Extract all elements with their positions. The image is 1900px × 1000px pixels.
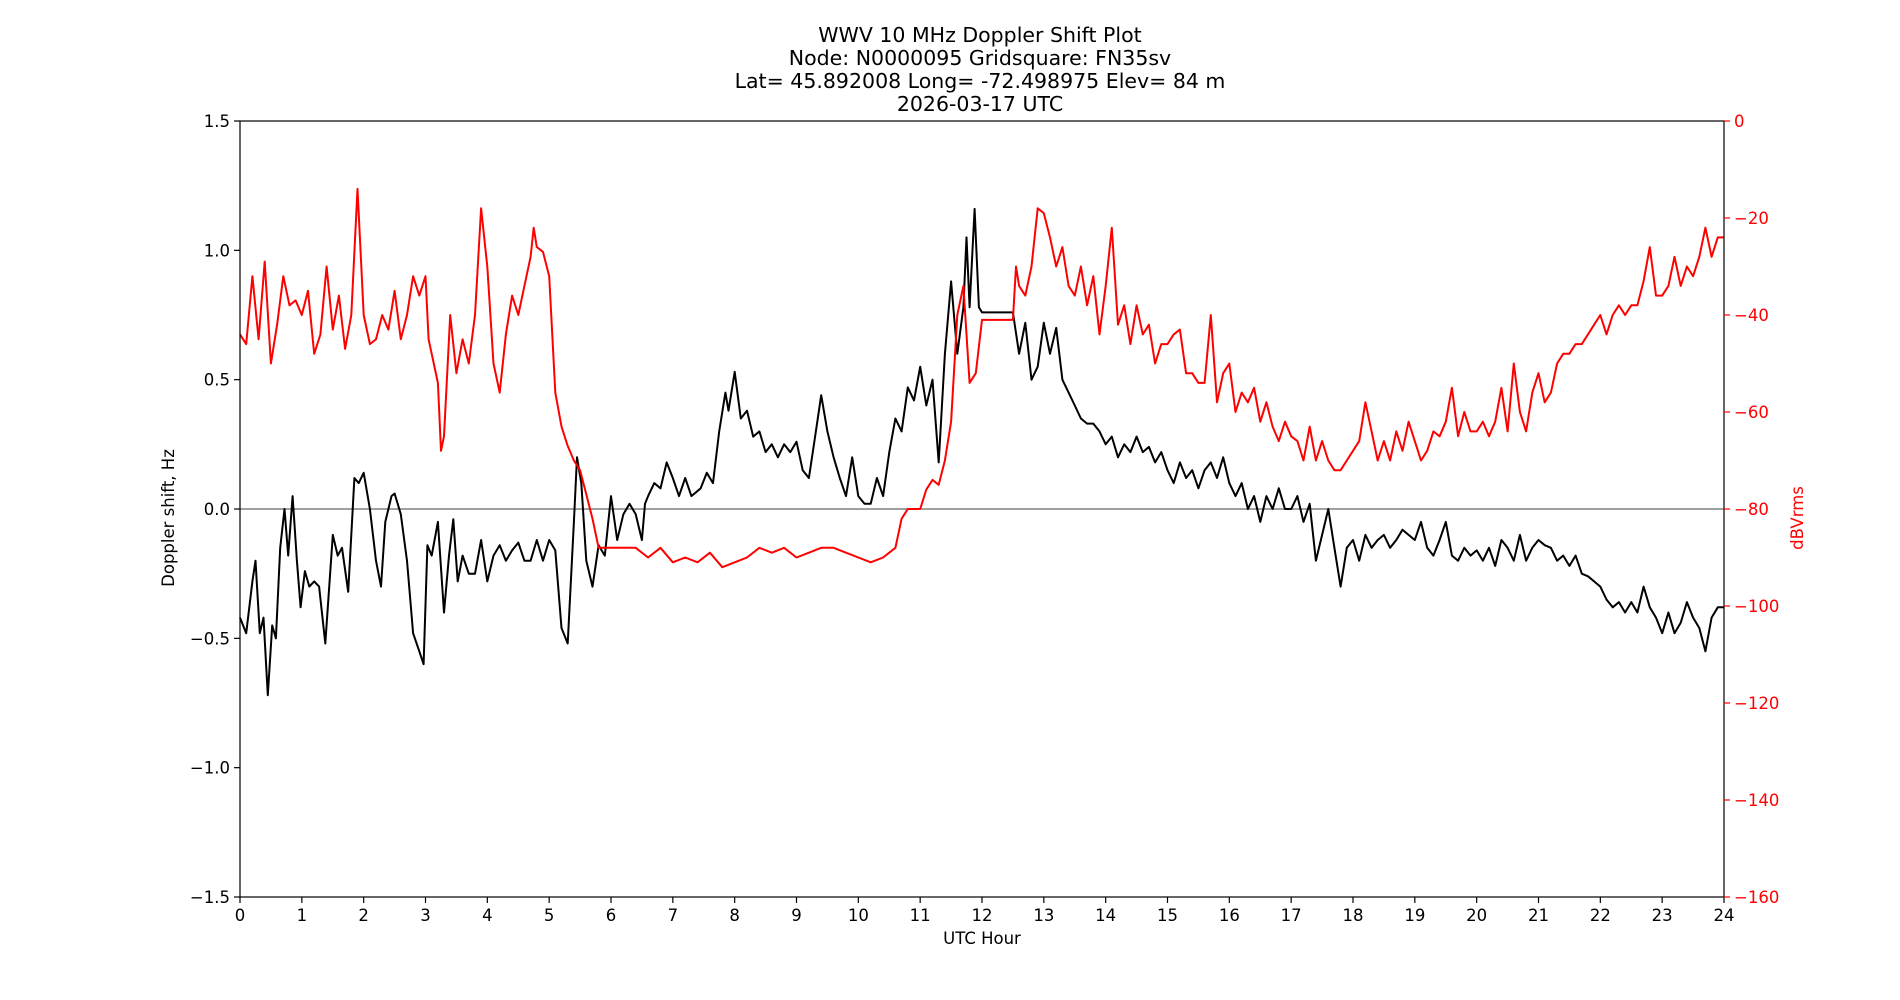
x-tick-label: 20 xyxy=(1466,906,1487,925)
x-tick-label: 18 xyxy=(1343,906,1364,925)
chart-title-line-3: Lat= 45.892008 Long= -72.498975 Elev= 84… xyxy=(735,69,1226,93)
x-tick-label: 13 xyxy=(1033,906,1054,925)
x-tick-label: 1 xyxy=(297,906,308,925)
y-right-tick-label: −120 xyxy=(1734,694,1779,713)
series-group xyxy=(239,187,1724,697)
x-tick-label: 12 xyxy=(972,906,993,925)
y-right-tick-label: −20 xyxy=(1734,209,1769,228)
x-tick-label: 7 xyxy=(668,906,679,925)
y-left-tick-label: 0.5 xyxy=(204,371,230,390)
x-tick-label: 4 xyxy=(482,906,493,925)
x-tick-label: 22 xyxy=(1590,906,1611,925)
x-tick-label: 9 xyxy=(791,906,802,925)
x-tick-label: 5 xyxy=(544,906,555,925)
x-tick-label: 6 xyxy=(606,906,617,925)
y-right-tick-label: −40 xyxy=(1734,306,1769,325)
x-tick-label: 10 xyxy=(848,906,869,925)
x-tick-label: 24 xyxy=(1714,906,1735,925)
y-right-tick-label: −160 xyxy=(1734,888,1779,907)
y-left-tick-label: −1.5 xyxy=(190,888,230,907)
chart-title: WWV 10 MHz Doppler Shift Plot Node: N000… xyxy=(735,23,1226,116)
x-tick-label: 21 xyxy=(1528,906,1549,925)
y-axis-right: 0 −20 −40 −60 −80 −100 −120 −140 −160 xyxy=(1724,112,1779,907)
x-tick-label: 19 xyxy=(1404,906,1425,925)
y-left-tick-label: 0.0 xyxy=(204,500,230,519)
x-tick-label: 8 xyxy=(729,906,740,925)
y-left-tick-label: −0.5 xyxy=(190,629,230,648)
y-axis-left: 1.5 1.0 0.5 0.0 −0.5 −1.0 −1.5 xyxy=(190,112,240,907)
doppler-series-line xyxy=(239,207,1724,697)
x-axis-label: UTC Hour xyxy=(943,929,1021,948)
x-tick-label: 0 xyxy=(235,906,246,925)
x-axis: 0 1 2 3 4 5 6 7 8 9 10 11 12 13 14 15 16 17 18 19 20 21 22 23 24 xyxy=(235,897,1735,925)
x-tick-label: 11 xyxy=(910,906,931,925)
x-tick-label: 23 xyxy=(1652,906,1673,925)
power-series-line xyxy=(239,187,1724,569)
y-right-tick-label: −100 xyxy=(1734,597,1779,616)
chart-title-line-1: WWV 10 MHz Doppler Shift Plot xyxy=(818,23,1141,47)
y-right-tick-label: −80 xyxy=(1734,500,1769,519)
y-axis-right-label: dBVrms xyxy=(1788,486,1807,550)
x-tick-label: 17 xyxy=(1281,906,1302,925)
y-right-tick-label: 0 xyxy=(1734,112,1745,131)
x-tick-label: 15 xyxy=(1157,906,1178,925)
chart-title-line-4: 2026-03-17 UTC xyxy=(897,92,1063,116)
x-tick-label: 16 xyxy=(1219,906,1240,925)
y-right-tick-label: −140 xyxy=(1734,791,1779,810)
y-axis-left-label: Doppler shift, Hz xyxy=(159,449,178,587)
y-left-tick-label: −1.0 xyxy=(190,759,230,778)
x-tick-label: 2 xyxy=(358,906,369,925)
y-right-tick-label: −60 xyxy=(1734,403,1769,422)
y-left-tick-label: 1.0 xyxy=(204,241,230,260)
y-left-tick-label: 1.5 xyxy=(204,112,230,131)
chart-title-line-2: Node: N0000095 Gridsquare: FN35sv xyxy=(789,46,1171,70)
x-tick-label: 3 xyxy=(420,906,431,925)
x-tick-label: 14 xyxy=(1095,906,1116,925)
